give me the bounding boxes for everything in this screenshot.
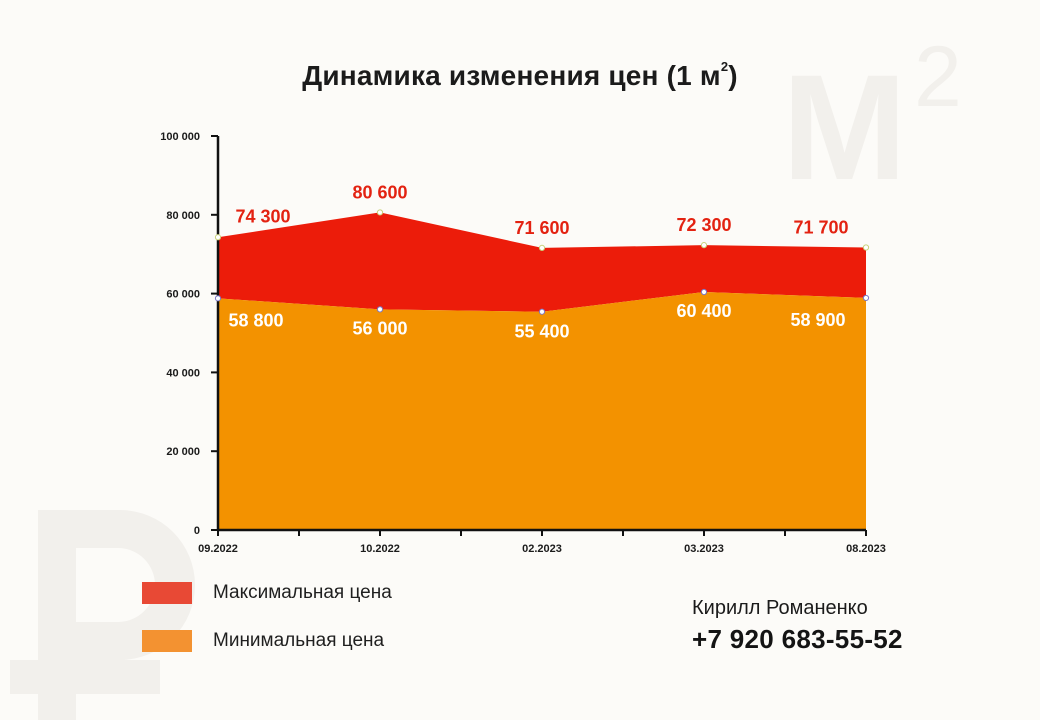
data-label-max: 72 300 xyxy=(676,215,731,235)
y-tick-label: 0 xyxy=(194,525,200,537)
chart-title-superscript: 2 xyxy=(720,58,729,74)
data-point-max xyxy=(862,244,870,251)
legend-label-min: Минимальная цена xyxy=(213,630,385,651)
data-label-min: 58 900 xyxy=(790,310,845,330)
y-tick-label: 60 000 xyxy=(166,289,200,301)
contact-name: Кирилл Романенко xyxy=(692,597,868,619)
legend-swatch-min xyxy=(142,630,192,652)
chart-title-text: Динамика изменения цен (1 м xyxy=(302,60,721,91)
data-label-max: 71 700 xyxy=(793,218,848,238)
data-point-max xyxy=(376,209,384,216)
x-tick-label: 10.2022 xyxy=(360,543,400,555)
y-tick-label: 20 000 xyxy=(166,446,200,458)
data-point-min xyxy=(538,308,546,315)
ruble-sign-icon xyxy=(10,510,195,720)
data-point-max xyxy=(214,234,222,241)
x-tick-label: 08.2023 xyxy=(846,543,886,555)
contact-block: Кирилл Романенко +7 920 683-55-52 xyxy=(692,597,903,655)
data-label-max: 80 600 xyxy=(352,182,407,202)
data-point-min xyxy=(376,306,384,313)
data-label-min: 58 800 xyxy=(228,310,283,330)
legend-swatch-max xyxy=(142,582,192,604)
data-label-max: 71 600 xyxy=(514,218,569,238)
data-label-max: 74 300 xyxy=(235,206,290,226)
data-label-min: 60 400 xyxy=(676,301,731,321)
x-tick-label: 02.2023 xyxy=(522,543,562,555)
area-min-price xyxy=(218,292,866,530)
data-label-min: 56 000 xyxy=(352,318,407,338)
legend-label-max: Максимальная цена xyxy=(213,582,392,603)
contact-phone: +7 920 683-55-52 xyxy=(692,624,903,654)
area-max-price xyxy=(218,212,866,312)
data-point-min xyxy=(214,295,222,302)
y-tick-label: 80 000 xyxy=(166,210,200,222)
y-tick-label: 100 000 xyxy=(160,131,200,143)
chart-title-close: ) xyxy=(728,60,738,91)
data-label-min: 55 400 xyxy=(514,322,569,342)
legend-item-min: Минимальная цена xyxy=(142,630,384,652)
y-tick-label: 40 000 xyxy=(166,367,200,379)
x-tick-label: 03.2023 xyxy=(684,543,724,555)
legend-item-max: Максимальная цена xyxy=(142,582,392,604)
data-point-min xyxy=(700,288,708,296)
x-tick-label: 09.2022 xyxy=(198,543,238,555)
data-point-max xyxy=(538,244,546,251)
data-point-max xyxy=(700,242,708,249)
data-point-min xyxy=(862,294,870,302)
chart-title: Динамика изменения цен (1 м2) xyxy=(0,58,1040,92)
